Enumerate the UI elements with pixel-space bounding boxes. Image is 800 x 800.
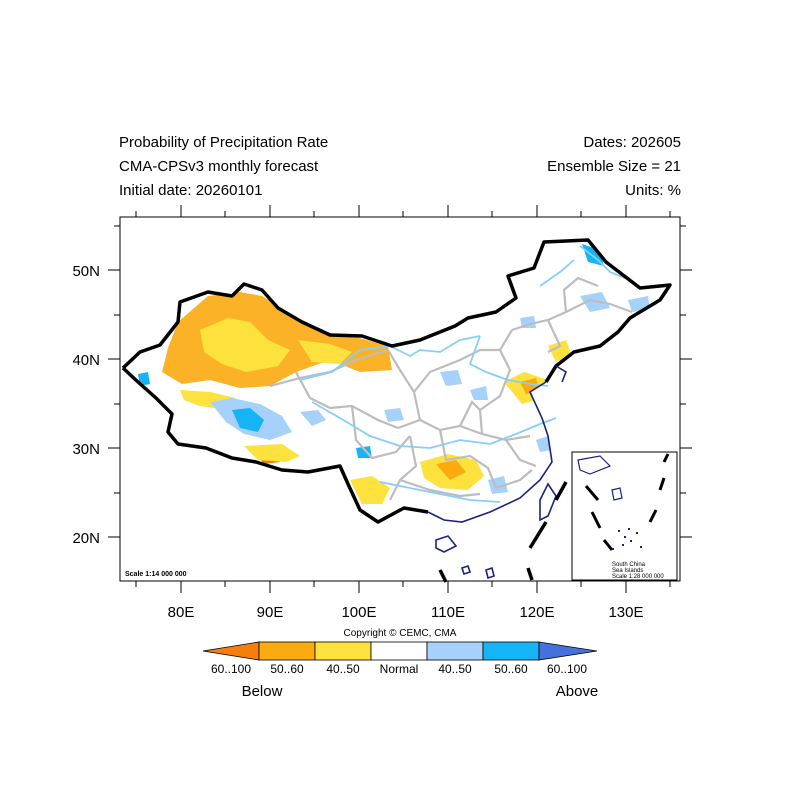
legend-above-label: Above bbox=[556, 683, 599, 700]
legend-colorbar bbox=[202, 641, 598, 661]
lon-label-80e: 80E bbox=[168, 604, 195, 621]
inset-caption-line1: South China bbox=[612, 562, 646, 568]
legend-label-below-40-50: 40..50 bbox=[326, 662, 360, 676]
legend-below-label: Below bbox=[242, 683, 283, 700]
coastline bbox=[427, 365, 567, 580]
inset-caption-line2: Sea Islands bbox=[612, 568, 643, 574]
legend-swatch-below-50-60 bbox=[258, 641, 316, 661]
copyright: Copyright © CEMC, CMA bbox=[344, 628, 457, 639]
province-boundaries bbox=[269, 276, 633, 501]
legend-label-above-40-50: 40..50 bbox=[438, 662, 472, 676]
lon-label-120e: 120E bbox=[519, 604, 554, 621]
maritime-boundary bbox=[438, 481, 568, 583]
lon-label-130e: 130E bbox=[608, 604, 643, 621]
legend-swatch-below-40-50 bbox=[314, 641, 372, 661]
legend-label-below-50-60: 50..60 bbox=[270, 662, 304, 676]
initial-date: Initial date: 20260101 bbox=[119, 182, 263, 199]
lon-label-110e: 110E bbox=[431, 604, 465, 621]
map-title: Probability of Precipitation Rate bbox=[119, 134, 329, 151]
lat-label-50n: 50N bbox=[72, 263, 100, 280]
probability-shading bbox=[138, 244, 650, 504]
forecast-dates: Dates: 202605 bbox=[583, 134, 681, 151]
national-border-north bbox=[121, 238, 672, 383]
axis-ticks bbox=[108, 205, 692, 593]
legend-swatch-below-60-100 bbox=[202, 641, 260, 661]
legend-swatch-above-40-50 bbox=[426, 641, 484, 661]
map-scale: Scale 1:14 000 000 bbox=[125, 571, 187, 578]
national-border-south bbox=[121, 366, 429, 524]
inset-caption-scale: Scale 1:28 000 000 bbox=[612, 574, 664, 580]
legend-swatch-above-60-100 bbox=[538, 641, 598, 661]
south-china-sea-inset: South China Sea Islands Scale 1:28 000 0… bbox=[571, 451, 678, 581]
lat-label-40n: 40N bbox=[72, 352, 100, 369]
units-label: Units: % bbox=[625, 182, 681, 199]
lat-label-30n: 30N bbox=[72, 441, 100, 458]
legend-label-below-60-100: 60..100 bbox=[211, 662, 251, 676]
legend-label-normal: Normal bbox=[380, 662, 419, 676]
lat-label-20n: 20N bbox=[72, 530, 100, 547]
legend-label-above-50-60: 50..60 bbox=[494, 662, 528, 676]
ensemble-size: Ensemble Size = 21 bbox=[547, 158, 681, 175]
model-name: CMA-CPSv3 monthly forecast bbox=[119, 158, 319, 175]
legend-swatch-above-50-60 bbox=[482, 641, 540, 661]
lon-label-90e: 90E bbox=[257, 604, 284, 621]
legend-label-above-60-100: 60..100 bbox=[547, 662, 587, 676]
rivers bbox=[299, 245, 631, 503]
legend-swatch-normal bbox=[370, 641, 428, 661]
lon-label-100e: 100E bbox=[341, 604, 376, 621]
